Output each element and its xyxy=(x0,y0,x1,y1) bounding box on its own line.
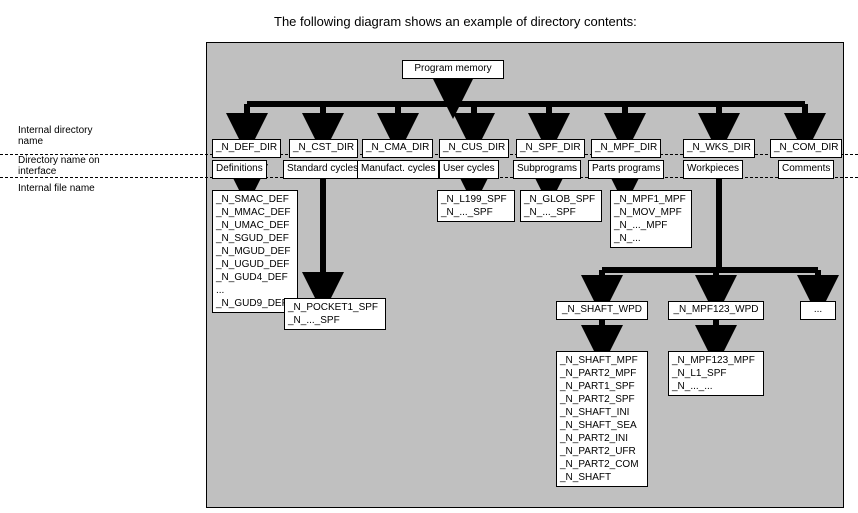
dir-iface: Standard cycles xyxy=(283,160,362,179)
dir-internal: _N_WKS_DIR xyxy=(683,139,755,158)
dir-internal: _N_SPF_DIR xyxy=(516,139,585,158)
file-line: _N_GUD9_DEF xyxy=(216,297,294,310)
spf-files-box: _N_GLOB_SPF _N_..._SPF xyxy=(520,190,602,222)
dir-iface: Definitions xyxy=(212,160,267,179)
file-line: _N_MPF123_MPF xyxy=(672,354,760,367)
dir-internal: _N_DEF_DIR xyxy=(212,139,281,158)
mpf-files-box: _N_MPF1_MPF _N_MOV_MPF _N_..._MPF _N_... xyxy=(610,190,692,248)
dir-iface: Comments xyxy=(778,160,834,179)
file-line: _N_... xyxy=(614,232,688,245)
file-line: _N_SHAFT_SEA xyxy=(560,419,644,432)
dir-iface: Manufact. cycles xyxy=(357,160,439,179)
diagram-panel xyxy=(206,42,844,508)
file-line: _N_SMAC_DEF xyxy=(216,193,294,206)
file-line: _N_GUD4_DEF xyxy=(216,271,294,284)
wks-child: ... xyxy=(800,301,836,320)
file-line: _N_MGUD_DEF xyxy=(216,245,294,258)
def-files-box: _N_SMAC_DEF _N_MMAC_DEF _N_UMAC_DEF _N_S… xyxy=(212,190,298,313)
label-internal-file: Internal file name xyxy=(18,183,95,194)
file-line: _N_..._SPF xyxy=(441,206,511,219)
file-line: ... xyxy=(216,284,294,297)
file-line: _N_L1_SPF xyxy=(672,367,760,380)
file-line: _N_PART2_UFR xyxy=(560,445,644,458)
file-line: _N_PART1_SPF xyxy=(560,380,644,393)
file-line: _N_SHAFT xyxy=(560,471,644,484)
file-line: _N_..._SPF xyxy=(524,206,598,219)
file-line: _N_..._MPF xyxy=(614,219,688,232)
dir-iface: Workpieces xyxy=(683,160,743,179)
label-internal-dir: Internal directory name xyxy=(18,125,92,147)
file-line: _N_PART2_MPF xyxy=(560,367,644,380)
dir-iface: Subprograms xyxy=(513,160,581,179)
file-line: _N_PART2_SPF xyxy=(560,393,644,406)
file-line: _N_..._... xyxy=(672,380,760,393)
cst-files-box: _N_POCKET1_SPF _N_..._SPF xyxy=(284,298,386,330)
dir-internal: _N_COM_DIR xyxy=(770,139,842,158)
file-line: _N_UMAC_DEF xyxy=(216,219,294,232)
file-line: _N_L199_SPF xyxy=(441,193,511,206)
dir-internal: _N_MPF_DIR xyxy=(591,139,661,158)
file-line: _N_SGUD_DEF xyxy=(216,232,294,245)
shaft-files-box: _N_SHAFT_MPF _N_PART2_MPF _N_PART1_SPF _… xyxy=(556,351,648,487)
file-line: _N_MOV_MPF xyxy=(614,206,688,219)
file-line: _N_UGUD_DEF xyxy=(216,258,294,271)
root-node: Program memory xyxy=(402,60,504,79)
file-line: _N_MPF1_MPF xyxy=(614,193,688,206)
dir-iface: User cycles xyxy=(439,160,499,179)
dir-iface: Parts programs xyxy=(588,160,664,179)
page-title: The following diagram shows an example o… xyxy=(274,14,637,29)
cus-files-box: _N_L199_SPF _N_..._SPF xyxy=(437,190,515,222)
file-line: _N_PART2_COM xyxy=(560,458,644,471)
file-line: _N_GLOB_SPF xyxy=(524,193,598,206)
dir-internal: _N_CUS_DIR xyxy=(439,139,509,158)
file-line: _N_POCKET1_SPF xyxy=(288,301,382,314)
file-line: _N_MMAC_DEF xyxy=(216,206,294,219)
dir-internal: _N_CMA_DIR xyxy=(362,139,433,158)
file-line: _N_..._SPF xyxy=(288,314,382,327)
wks-child: _N_MPF123_WPD xyxy=(668,301,764,320)
mpf123-files-box: _N_MPF123_MPF _N_L1_SPF _N_..._... xyxy=(668,351,764,396)
file-line: _N_PART2_INI xyxy=(560,432,644,445)
wks-child: _N_SHAFT_WPD xyxy=(556,301,648,320)
dir-internal: _N_CST_DIR xyxy=(289,139,358,158)
file-line: _N_SHAFT_INI xyxy=(560,406,644,419)
file-line: _N_SHAFT_MPF xyxy=(560,354,644,367)
label-dir-interface: Directory name on interface xyxy=(18,155,100,177)
